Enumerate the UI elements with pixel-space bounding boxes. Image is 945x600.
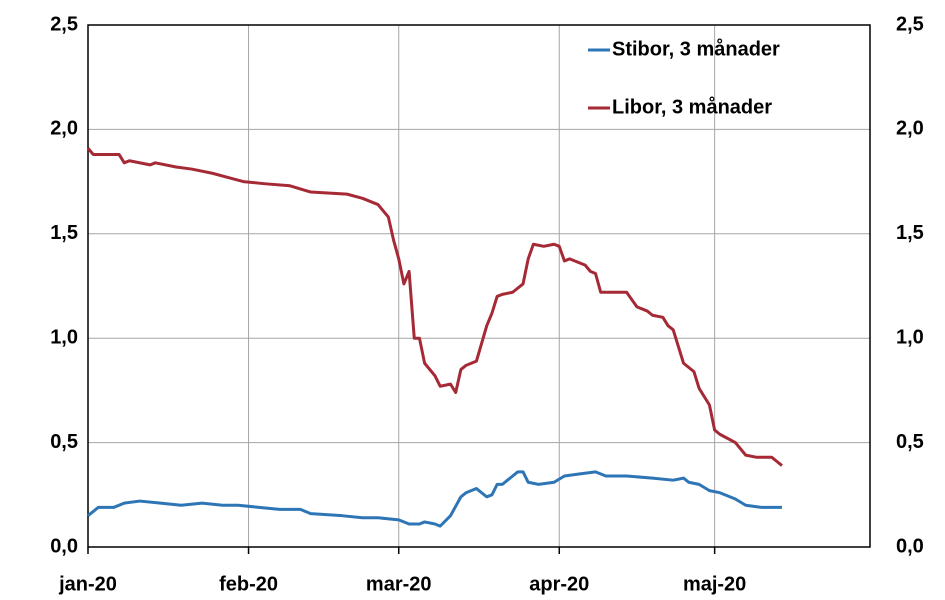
y-tick-label: 0,0 (50, 535, 78, 557)
line (86, 147, 783, 467)
y-tick-label: 1,5 (50, 222, 78, 244)
x-tick-label: feb-20 (219, 573, 278, 595)
x-tick-label: mar-20 (366, 573, 432, 595)
y2-tick-label: 0,0 (896, 535, 924, 557)
y-tick-label: 0,5 (50, 431, 78, 453)
legend-label: Libor, 3 månader (612, 95, 772, 118)
x-tick-label: maj-20 (683, 573, 746, 595)
y-tick-label: 1,0 (50, 326, 78, 348)
y-tick-label: 2,0 (50, 118, 78, 140)
y2-tick-label: 2,0 (896, 118, 924, 140)
line (87, 470, 782, 528)
y-tick-label: 2,5 (50, 13, 78, 35)
y2-tick-label: 1,5 (896, 222, 924, 244)
x-tick-label: jan-20 (58, 573, 117, 595)
x-tick-label: apr-20 (529, 573, 589, 595)
y2-tick-label: 0,5 (896, 431, 924, 453)
y2-tick-label: 2,5 (896, 13, 924, 35)
y2-tick-label: 1,0 (896, 326, 924, 348)
legend-label: Stibor, 3 månader (612, 37, 780, 60)
plot-border (87, 24, 871, 548)
